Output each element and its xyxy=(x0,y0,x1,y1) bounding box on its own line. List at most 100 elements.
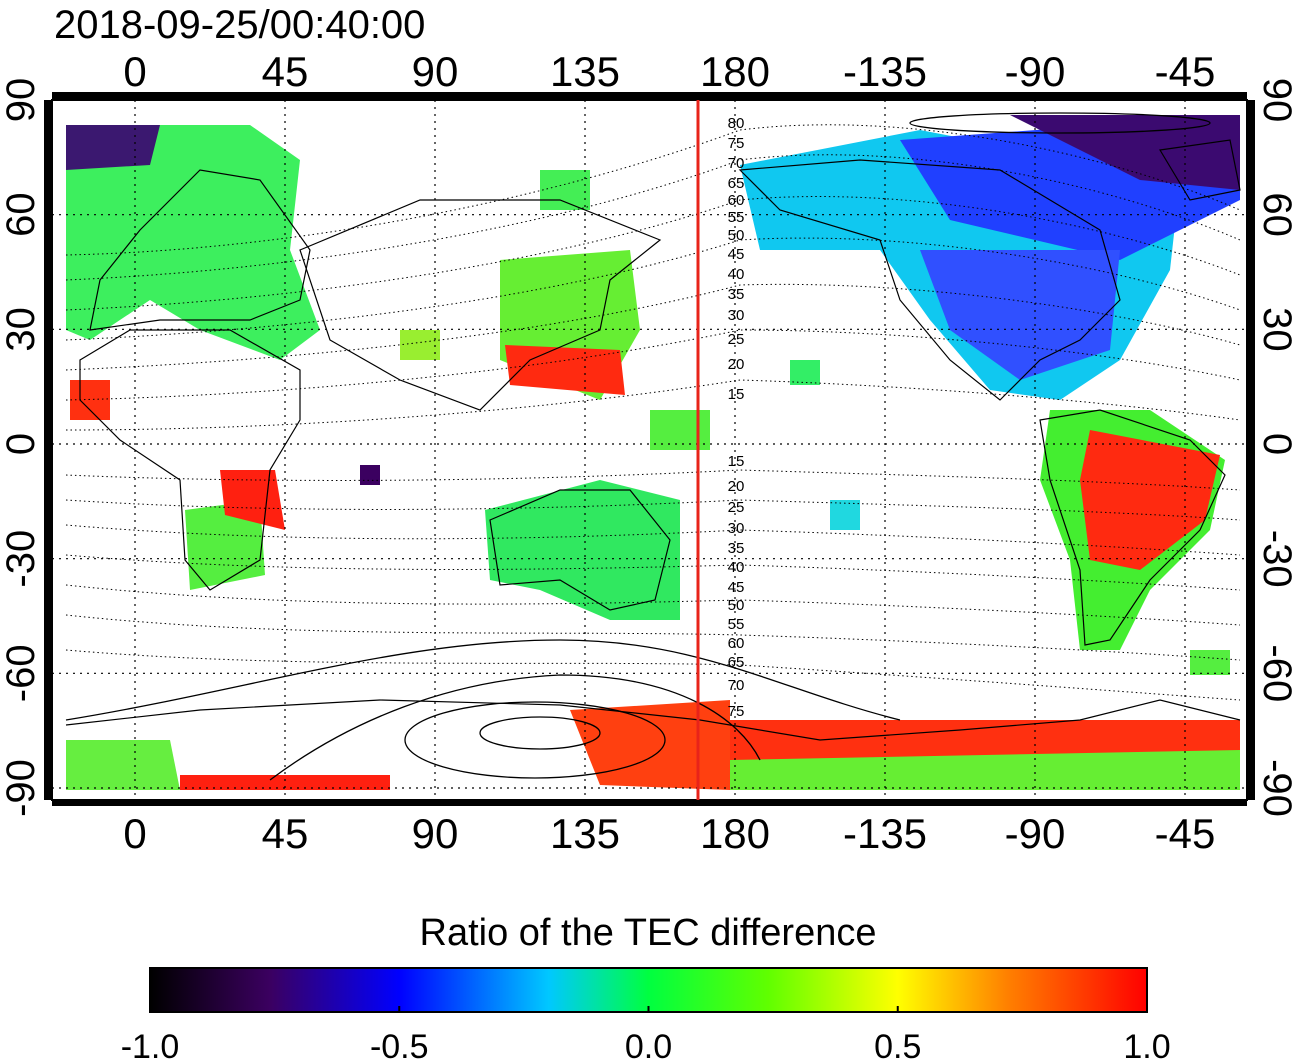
lon-tick-label-bottom: 0 xyxy=(123,810,146,857)
tec-speck xyxy=(360,465,380,485)
coastline-south-america xyxy=(1039,409,1226,646)
colorbar-tick-label: 1.0 xyxy=(1123,1028,1170,1064)
mag-contour xyxy=(65,469,1241,491)
contour-label: 25 xyxy=(728,331,745,348)
contour-label: 20 xyxy=(728,478,745,495)
mag-contour xyxy=(65,499,1241,521)
lat-tick-label-left: -60 xyxy=(0,644,43,702)
mag-contour xyxy=(65,524,1241,556)
contour-label: 65 xyxy=(728,654,745,671)
tec-patch-usa-blue xyxy=(920,250,1120,380)
coastline-asia xyxy=(299,199,662,411)
colorbar-tick-label: 0.5 xyxy=(874,1028,921,1064)
coastline-antarctica xyxy=(65,699,1241,741)
longitude-axis-top: 0 45 90 135 180 -135 -90 -45 xyxy=(123,48,1215,95)
map-right-bar xyxy=(1247,100,1255,800)
colorbar-tick-label: -0.5 xyxy=(370,1028,429,1064)
lat-tick-label-right: -30 xyxy=(1255,530,1296,588)
timestamp-label: 2018-09-25/00:40:00 xyxy=(54,3,425,47)
lon-tick-label-top: 0 xyxy=(123,48,146,95)
tec-speck xyxy=(540,170,590,210)
colorbar: Ratio of the TEC difference -1.0 -0.5 0.0 0… xyxy=(121,912,1171,1064)
lat-tick-label-right: -60 xyxy=(1255,644,1296,702)
contour-label: 25 xyxy=(728,499,745,516)
contour-label: 30 xyxy=(728,307,745,324)
contour-label: 55 xyxy=(728,616,745,633)
lon-tick-label-top: -45 xyxy=(1155,48,1216,95)
contour-label: 75 xyxy=(728,135,745,152)
tec-patch-antarctic-west xyxy=(66,740,180,790)
contour-label: 50 xyxy=(728,597,745,614)
lon-tick-label-top: -90 xyxy=(1005,48,1066,95)
mag-contour xyxy=(65,379,1241,431)
tec-patch-arctic-europe xyxy=(66,125,160,170)
lat-tick-label-right: 0 xyxy=(1255,433,1296,455)
mag-contour-solid xyxy=(65,639,901,721)
coastline-australia xyxy=(489,489,671,611)
mag-contour xyxy=(65,283,1241,371)
tec-patch-antarctic-east-green xyxy=(730,750,1240,790)
contour-label: 15 xyxy=(728,453,745,470)
lon-tick-label-bottom: -135 xyxy=(843,810,927,857)
contour-label: 60 xyxy=(728,635,745,652)
colorbar-gradient xyxy=(149,967,1148,1013)
tec-speck xyxy=(830,500,860,530)
latitude-axis-right: 90 60 30 0 -30 -60 -90 xyxy=(1255,78,1296,817)
lon-tick-label-top: 90 xyxy=(412,48,459,95)
contour-label: 35 xyxy=(728,286,745,303)
latitude-axis-left: 90 60 30 0 -30 -60 -90 xyxy=(0,78,43,817)
lon-tick-label-bottom: 90 xyxy=(412,810,459,857)
coastline-europe xyxy=(89,169,311,331)
contour-label: 20 xyxy=(728,356,745,373)
colorbar-ticks: -1.0 -0.5 0.0 0.5 1.0 xyxy=(121,1006,1171,1064)
contour-label: 40 xyxy=(728,266,745,283)
mag-pole-north xyxy=(909,112,1211,134)
contour-label: 65 xyxy=(728,175,745,192)
lon-tick-label-bottom: 180 xyxy=(700,810,770,857)
graticule xyxy=(52,100,1247,800)
lat-tick-label-right: 90 xyxy=(1255,78,1296,123)
lat-tick-label-left: -90 xyxy=(0,759,43,817)
longitude-axis-bottom: 0 45 90 135 180 -135 -90 -45 xyxy=(123,810,1215,857)
mag-contour xyxy=(65,124,1241,256)
coastline-north-america xyxy=(738,159,1121,401)
mag-contour xyxy=(65,554,1241,591)
contour-label: 80 xyxy=(728,115,745,132)
colorbar-tick-label: 0.0 xyxy=(625,1028,672,1064)
contour-label: 35 xyxy=(728,540,745,557)
contour-label: 75 xyxy=(728,703,745,720)
mag-contour-solid xyxy=(269,674,761,781)
lat-tick-label-right: 30 xyxy=(1255,307,1296,352)
lat-tick-label-right: -90 xyxy=(1255,759,1296,817)
contour-label: 30 xyxy=(728,520,745,537)
lat-tick-label-right: 60 xyxy=(1255,192,1296,237)
mag-contour xyxy=(65,154,1241,281)
tec-speck xyxy=(650,410,710,450)
lon-tick-label-bottom: 135 xyxy=(550,810,620,857)
magnetic-pole-contours xyxy=(65,112,1211,781)
tec-patch-antarctic-mid xyxy=(570,700,730,790)
tec-speck xyxy=(790,360,820,385)
contour-label: 50 xyxy=(728,227,745,244)
map-left-bar xyxy=(44,100,52,800)
tec-patch-europe xyxy=(66,125,320,360)
lon-tick-label-top: 180 xyxy=(700,48,770,95)
tec-patch-australia xyxy=(485,480,680,620)
colorbar-tick-label: -1.0 xyxy=(121,1028,180,1064)
contour-label: 60 xyxy=(728,192,745,209)
contour-label: 45 xyxy=(728,246,745,263)
tec-patch-antarctic-strip xyxy=(180,775,390,790)
coastlines xyxy=(65,139,1241,741)
coastline-africa xyxy=(79,329,301,591)
map-bottom-bar xyxy=(52,800,1247,806)
lat-tick-label-left: -30 xyxy=(0,530,43,588)
lon-tick-label-top: -135 xyxy=(843,48,927,95)
colorbar-title: Ratio of the TEC difference xyxy=(420,912,877,954)
contour-label: 15 xyxy=(728,386,745,403)
mag-contour xyxy=(65,649,1241,701)
lat-tick-label-left: 60 xyxy=(0,192,43,237)
